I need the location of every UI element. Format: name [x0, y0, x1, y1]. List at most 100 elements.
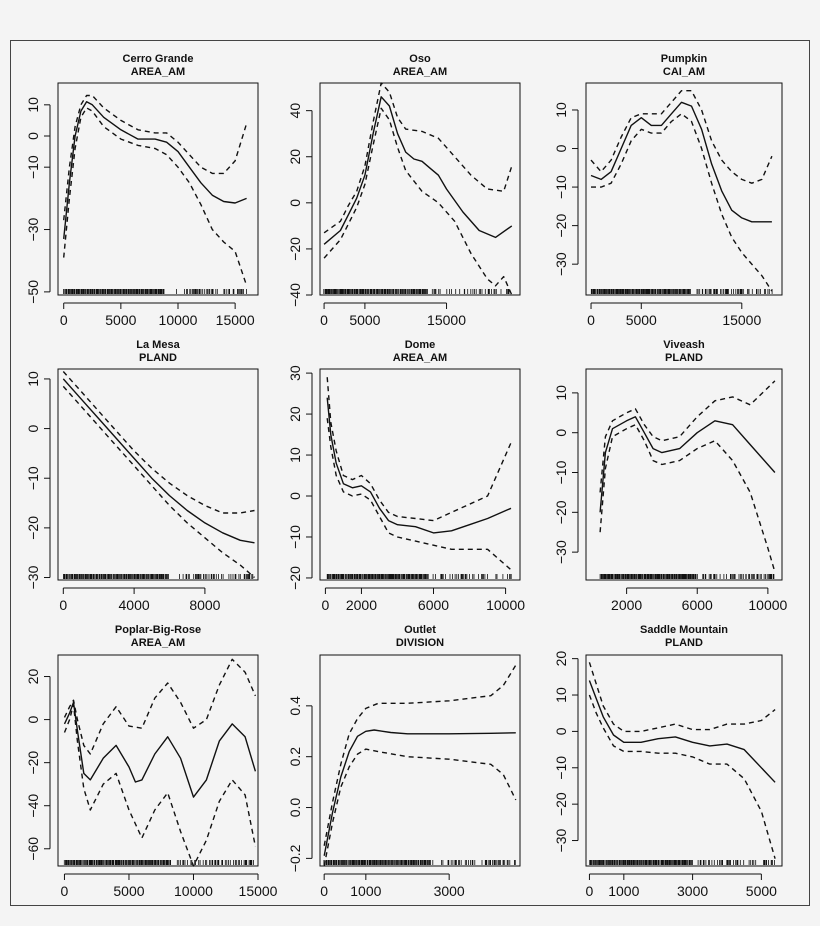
- panel-title-line: AREA_AM: [393, 352, 447, 364]
- x-tick-label: 15000: [427, 312, 466, 328]
- y-tick-label: −30: [553, 252, 569, 276]
- rug-marks: [323, 289, 510, 294]
- y-tick-label: −30: [553, 828, 569, 852]
- x-tick-label: 0: [322, 597, 330, 613]
- x-tick-label: 10000: [174, 883, 213, 899]
- y-tick-label: −30: [25, 217, 41, 241]
- y-tick-label: 30: [287, 365, 303, 381]
- x-tick-label: 0: [320, 312, 328, 328]
- y-tick-label: 0: [25, 132, 41, 140]
- fit-line: [326, 397, 512, 534]
- y-tick-label: −10: [553, 175, 569, 199]
- x-tick-label: 0: [61, 883, 69, 899]
- x-tick-label: 0: [60, 312, 68, 328]
- fit-line: [599, 416, 776, 513]
- x-tick-label: 6000: [418, 597, 449, 613]
- confidence-band-line: [323, 748, 517, 867]
- y-tick-label: 0: [25, 424, 41, 432]
- x-tick-label: 8000: [189, 597, 220, 613]
- confidence-band-line: [63, 658, 257, 755]
- y-tick-label: 10: [287, 447, 303, 463]
- y-tick-label: −10: [287, 525, 303, 549]
- x-tick-label: 10000: [159, 312, 198, 328]
- confidence-band-line: [323, 107, 513, 296]
- x-tick-label: 1000: [608, 883, 639, 899]
- rug-marks: [63, 574, 254, 579]
- panel-title-line: AREA_AM: [131, 637, 185, 649]
- y-tick-label: −10: [553, 460, 569, 484]
- y-tick-label: 0: [25, 715, 41, 723]
- y-tick-label: 0: [287, 492, 303, 500]
- confidence-band-line: [599, 424, 776, 573]
- rug-marks: [599, 574, 775, 579]
- confidence-band-line: [588, 694, 776, 859]
- y-tick-label: 0: [553, 429, 569, 437]
- panel-title-line: Oso: [409, 53, 431, 65]
- rug-marks: [590, 289, 773, 294]
- confidence-band-line: [63, 703, 257, 867]
- x-tick-label: 15000: [239, 883, 278, 899]
- x-tick-label: 5000: [746, 883, 777, 899]
- confidence-band-line: [63, 94, 248, 221]
- plot-box: [319, 368, 521, 581]
- x-tick-label: 1000: [350, 883, 381, 899]
- fit-line: [323, 729, 516, 856]
- y-tick-label: −20: [25, 751, 41, 775]
- y-tick-label: −30: [553, 540, 569, 564]
- plot-box: [319, 654, 521, 867]
- y-tick-label: −20: [553, 500, 569, 524]
- y-tick-label: 20: [25, 669, 41, 685]
- x-tick-label: 0: [320, 883, 328, 899]
- y-tick-label: −40: [287, 283, 303, 307]
- y-tick-label: −40: [25, 794, 41, 818]
- y-tick-label: 20: [287, 149, 303, 165]
- confidence-band-line: [63, 107, 248, 286]
- plot-box: [57, 368, 259, 581]
- rug-marks: [589, 860, 775, 865]
- panel-title-line: PLAND: [139, 352, 177, 364]
- y-tick-label: 10: [25, 97, 41, 113]
- x-tick-label: 0: [587, 312, 595, 328]
- plot-box: [57, 654, 259, 867]
- panel-title-line: Cerro Grande: [123, 53, 194, 65]
- confidence-band-line: [326, 418, 512, 571]
- y-tick-label: 0: [553, 727, 569, 735]
- panel-title-line: Poplar-Big-Rose: [115, 624, 201, 636]
- confidence-band-line: [599, 380, 776, 493]
- x-tick-label: 10000: [748, 597, 787, 613]
- y-tick-label: −20: [553, 792, 569, 816]
- y-tick-label: 40: [287, 103, 303, 119]
- confidence-band-line: [326, 377, 512, 522]
- x-tick-label: 0: [586, 883, 594, 899]
- panel-title-line: La Mesa: [136, 339, 180, 351]
- y-tick-label: 10: [553, 102, 569, 118]
- x-tick-label: 2000: [346, 597, 377, 613]
- y-tick-label: −20: [287, 237, 303, 261]
- x-tick-label: 3000: [677, 883, 708, 899]
- x-tick-label: 5000: [626, 312, 657, 328]
- fit-line: [63, 701, 257, 798]
- y-tick-label: 20: [287, 406, 303, 422]
- fit-line: [588, 680, 776, 783]
- plot-box: [585, 368, 783, 581]
- confidence-band-line: [591, 113, 773, 292]
- plot-box: [585, 82, 783, 296]
- panel-title-line: Viveash: [663, 339, 705, 351]
- rug-marks: [323, 860, 516, 865]
- plot-box: [57, 82, 259, 296]
- fit-line: [63, 101, 247, 239]
- x-tick-label: 6000: [682, 597, 713, 613]
- fit-line: [323, 96, 513, 245]
- y-tick-label: −20: [287, 566, 303, 590]
- confidence-band-line: [590, 90, 773, 184]
- y-tick-label: −0.2: [287, 844, 303, 872]
- x-tick-label: 15000: [216, 312, 255, 328]
- y-tick-label: 0.2: [287, 747, 303, 767]
- y-tick-label: −60: [25, 837, 41, 861]
